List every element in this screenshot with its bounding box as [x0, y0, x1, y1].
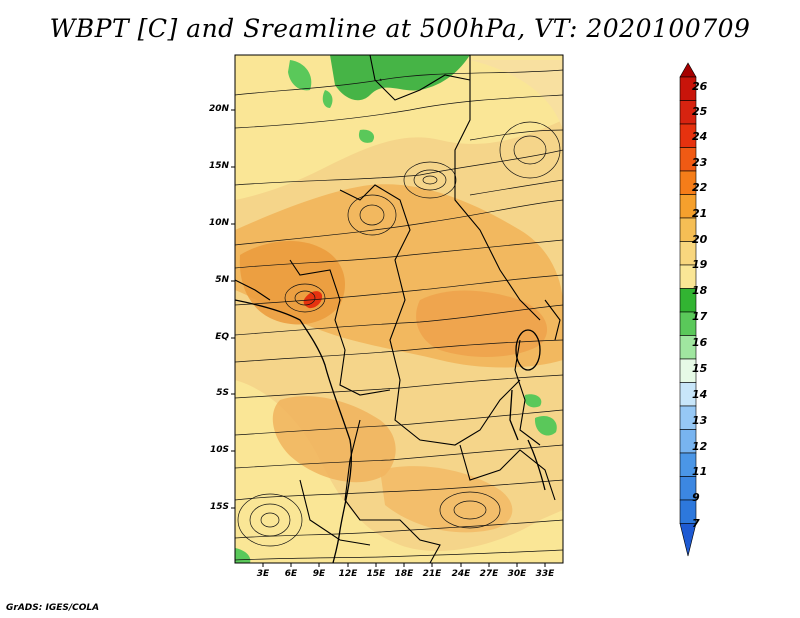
- colorbar-label: 22: [692, 181, 708, 194]
- colorbar-label: 7: [692, 517, 700, 530]
- wbpt-18-east: [524, 394, 542, 408]
- lat-label: EQ: [215, 332, 229, 342]
- colorbar-label: 19: [692, 258, 708, 271]
- lon-label: 33E: [535, 569, 555, 579]
- colorbar: [679, 62, 697, 557]
- wbpt-18-east-b: [534, 415, 557, 436]
- colorbar-bottom-arrow: [679, 523, 697, 557]
- colorbar-label: 16: [692, 336, 708, 349]
- lon-label: 27E: [479, 569, 499, 579]
- streamlines: [235, 69, 563, 561]
- lon-label: 9E: [312, 569, 326, 579]
- lat-label: 5S: [216, 388, 229, 398]
- lat-label: 15N: [208, 161, 229, 171]
- lon-label: 3E: [256, 569, 270, 579]
- wbpt-19-northeast: [470, 60, 563, 130]
- colorbar-label: 11: [692, 465, 708, 478]
- wbpt-18-patch-a: [322, 90, 333, 108]
- lon-label: 12E: [338, 569, 358, 579]
- wbpt-19-north: [235, 55, 563, 200]
- colorbar-label: 17: [692, 310, 708, 323]
- colorbar-label: 13: [692, 414, 708, 427]
- wbpt-21-southwest: [272, 396, 396, 483]
- wbpt-19-south: [235, 380, 563, 563]
- lon-label: 15E: [366, 569, 386, 579]
- coastlines: [235, 299, 546, 563]
- axis-ticks: [231, 109, 546, 567]
- country-borders: [235, 55, 561, 563]
- colorbar-label: 21: [692, 207, 708, 220]
- colorbar-label: 25: [692, 105, 708, 118]
- lon-label: 18E: [394, 569, 414, 579]
- lat-label: 10S: [209, 445, 229, 455]
- lat-label: 5N: [215, 275, 229, 285]
- map-title: WBPT [C] and Sreamline at 500hPa, VT: 20…: [49, 14, 751, 43]
- colorbar-label: 15: [692, 362, 708, 375]
- map-frame: [234, 54, 564, 564]
- wbpt-18-north-light: [288, 60, 312, 91]
- colorbar-label: 12: [692, 440, 708, 453]
- lat-label: 15S: [209, 502, 229, 512]
- colorbar-label: 9: [692, 491, 700, 504]
- lon-label: 6E: [284, 569, 298, 579]
- wbpt-22-core-east: [416, 290, 548, 357]
- wbpt-18-north: [330, 55, 470, 101]
- colorbar-label: 24: [692, 130, 708, 143]
- lat-label: 20N: [208, 104, 229, 114]
- colorbar-label: 23: [692, 156, 708, 169]
- colorbar-label: 18: [692, 284, 708, 297]
- lon-label: 30E: [507, 569, 527, 579]
- colorbar-label: 20: [692, 233, 708, 246]
- map-panel: [235, 55, 563, 563]
- lon-label: 21E: [422, 569, 442, 579]
- lon-label: 24E: [451, 569, 471, 579]
- colorbar-label: 14: [692, 388, 708, 401]
- colorbar-label: 26: [692, 80, 708, 93]
- wbpt-18-patch-b: [358, 129, 375, 143]
- grads-credit: GrADS: IGES/COLA: [6, 603, 100, 613]
- colorbar-top-arrow: [679, 62, 697, 78]
- lat-label: 10N: [208, 218, 229, 228]
